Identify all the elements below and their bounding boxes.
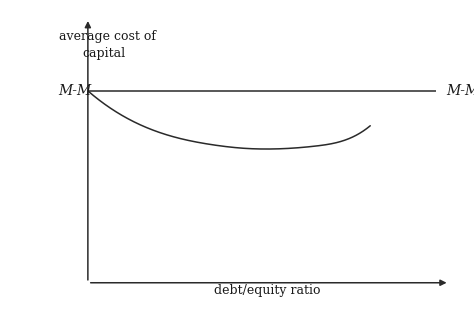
Text: M-M: M-M: [446, 84, 474, 98]
Text: debt/equity ratio: debt/equity ratio: [214, 284, 320, 297]
Text: M-M: M-M: [59, 84, 92, 98]
Text: average cost of: average cost of: [59, 30, 155, 43]
Text: capital: capital: [82, 47, 126, 60]
